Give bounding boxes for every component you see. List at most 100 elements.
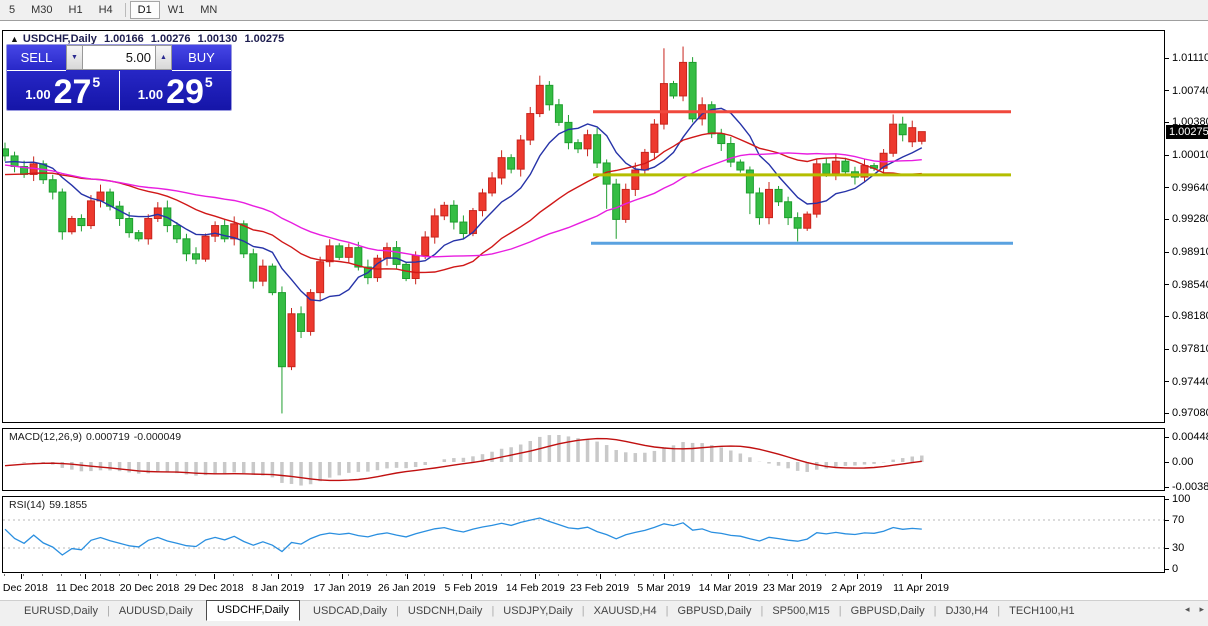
ohlc-open: 1.00166: [103, 33, 144, 45]
current-price-box: 1.00275: [1166, 124, 1208, 139]
symbol-tab-audusd-daily[interactable]: AUDUSD,Daily: [118, 605, 193, 617]
tab-separator: |: [491, 605, 495, 617]
date-minor-tick: [729, 574, 731, 576]
date-minor-tick: [271, 574, 273, 576]
price-axis-tick: 0.98180: [1165, 310, 1208, 322]
macd-panel[interactable]: MACD(12,26,9) 0.000719 -0.000049: [2, 428, 1165, 491]
date-major-tick: [792, 574, 794, 579]
tab-scroll-right-icon[interactable]: ▸: [1199, 604, 1204, 614]
symbol-tab-tech100-h1[interactable]: TECH100,H1: [1009, 605, 1075, 617]
macd-value-signal: -0.000049: [133, 431, 182, 443]
tab-separator: |: [665, 605, 669, 617]
price-axis-tick: 0.97810: [1165, 343, 1208, 355]
date-minor-tick: [347, 574, 349, 576]
date-major-tick: [213, 574, 215, 579]
buy-button[interactable]: BUY: [172, 45, 231, 71]
symbol-tab-dj30-h4[interactable]: DJ30,H4: [945, 605, 989, 617]
window-footer: [0, 621, 1208, 626]
date-minor-tick: [806, 574, 808, 576]
symbol-tab-usdchf-daily[interactable]: USDCHF,Daily: [205, 599, 300, 621]
date-minor-tick: [137, 574, 139, 576]
sell-price-pipette: 5: [92, 74, 101, 90]
date-label: 14 Feb 2019: [505, 582, 565, 594]
date-minor-tick: [443, 574, 445, 576]
sell-price-big: 27: [53, 73, 92, 111]
symbol-tab-gbpusd-daily[interactable]: GBPUSD,Daily: [850, 605, 925, 617]
one-click-trade-panel: SELL ▼ ▲ BUY 1.00 27 5 1.00 29 5: [6, 44, 232, 111]
timeframe-button-mn[interactable]: MN: [192, 1, 225, 19]
tab-scroll-buttons: ◂ ▸: [1185, 604, 1204, 615]
symbol-tab-usdcnh-daily[interactable]: USDCNH,Daily: [407, 605, 483, 617]
date-major-tick: [149, 574, 151, 579]
timeframe-button-h4[interactable]: H4: [91, 1, 121, 19]
tab-separator: |: [760, 605, 764, 617]
volume-decrease-button[interactable]: ▼: [66, 45, 83, 70]
symbol-tab-xauusd-h4[interactable]: XAUUSD,H4: [593, 605, 657, 617]
volume-input[interactable]: [83, 45, 155, 70]
date-minor-tick: [156, 574, 158, 576]
date-minor-tick: [748, 574, 750, 576]
date-minor-tick: [538, 574, 540, 576]
rsi-axis-tick: 0: [1165, 563, 1178, 575]
date-label: 14 Mar 2019: [698, 582, 758, 594]
date-minor-tick: [290, 574, 292, 576]
date-minor-tick: [23, 574, 25, 576]
symbol-tab-gbpusd-daily[interactable]: GBPUSD,Daily: [677, 605, 752, 617]
rsi-label: RSI(14) 59.1855: [9, 499, 88, 511]
date-major-tick: [728, 574, 730, 579]
date-minor-tick: [233, 574, 235, 576]
timeframe-button-5[interactable]: 5: [1, 1, 23, 19]
date-label: 23 Mar 2019: [762, 582, 822, 594]
tab-separator: |: [838, 605, 842, 617]
date-minor-tick: [175, 574, 177, 576]
candlestick-chart[interactable]: [3, 31, 1164, 422]
date-minor-tick: [328, 574, 330, 576]
date-label: 20 Dec 2018: [119, 582, 180, 594]
buy-price-display[interactable]: 1.00 29 5: [118, 71, 232, 110]
symbol-tab-usdcad-daily[interactable]: USDCAD,Daily: [313, 605, 388, 617]
date-label: 23 Feb 2019: [570, 582, 630, 594]
price-axis-tick: 0.99640: [1165, 182, 1208, 194]
date-label: 29 Dec 2018: [184, 582, 244, 594]
buy-price-pipette: 5: [204, 74, 213, 90]
date-minor-tick: [61, 574, 63, 576]
sell-button[interactable]: SELL: [7, 45, 66, 71]
rsi-chart: [3, 517, 1164, 556]
date-minor-tick: [863, 574, 865, 576]
symbol-tab-eurusd-daily[interactable]: EURUSD,Daily: [24, 605, 98, 617]
date-minor-tick: [634, 574, 636, 576]
macd-axis-tick: -0.003883: [1165, 481, 1208, 493]
chart-header: ▲ USDCHF,Daily 1.00166 1.00276 1.00130 1.…: [10, 33, 288, 45]
rsi-axis-tick: 30: [1165, 542, 1184, 554]
price-axis-tick: 0.98910: [1165, 246, 1208, 258]
date-label: 8 Jan 2019: [252, 582, 305, 594]
date-label: 1 Dec 2018: [0, 582, 48, 594]
timeframe-button-d1[interactable]: D1: [129, 1, 160, 19]
buy-price-prefix: 1.00: [137, 87, 164, 102]
date-minor-tick: [710, 574, 712, 576]
sell-price-display[interactable]: 1.00 27 5: [7, 71, 119, 111]
date-minor-tick: [99, 574, 101, 576]
date-minor-tick: [615, 574, 617, 576]
timeframe-button-h1[interactable]: H1: [61, 1, 91, 19]
timeframe-button-w1[interactable]: W1: [160, 1, 193, 19]
volume-stepper: ▼ ▲: [66, 45, 172, 70]
symbol-tab-usdjpy-daily[interactable]: USDJPY,Daily: [503, 605, 573, 617]
symbol-tab-sp500-m15[interactable]: SP500,M15: [772, 605, 830, 617]
date-minor-tick: [672, 574, 674, 576]
date-minor-tick: [653, 574, 655, 576]
price-axis-tick: 0.97440: [1165, 376, 1208, 388]
rsi-panel[interactable]: RSI(14) 59.1855: [2, 496, 1165, 573]
tab-scroll-left-icon[interactable]: ◂: [1184, 604, 1190, 614]
date-minor-tick: [42, 574, 44, 576]
date-minor-tick: [787, 574, 789, 576]
volume-increase-button[interactable]: ▲: [155, 45, 172, 70]
date-minor-tick: [519, 574, 521, 576]
timeframe-button-m30[interactable]: M30: [23, 1, 60, 19]
trade-panel-toggle-icon[interactable]: ▲: [10, 34, 19, 44]
ohlc-high: 1.00276: [150, 33, 191, 45]
date-label: 5 Mar 2019: [637, 582, 691, 594]
price-axis-tick: 0.97080: [1165, 407, 1208, 419]
tab-separator: |: [106, 605, 110, 617]
main-chart-panel[interactable]: ▲ USDCHF,Daily 1.00166 1.00276 1.00130 1.…: [2, 30, 1165, 423]
